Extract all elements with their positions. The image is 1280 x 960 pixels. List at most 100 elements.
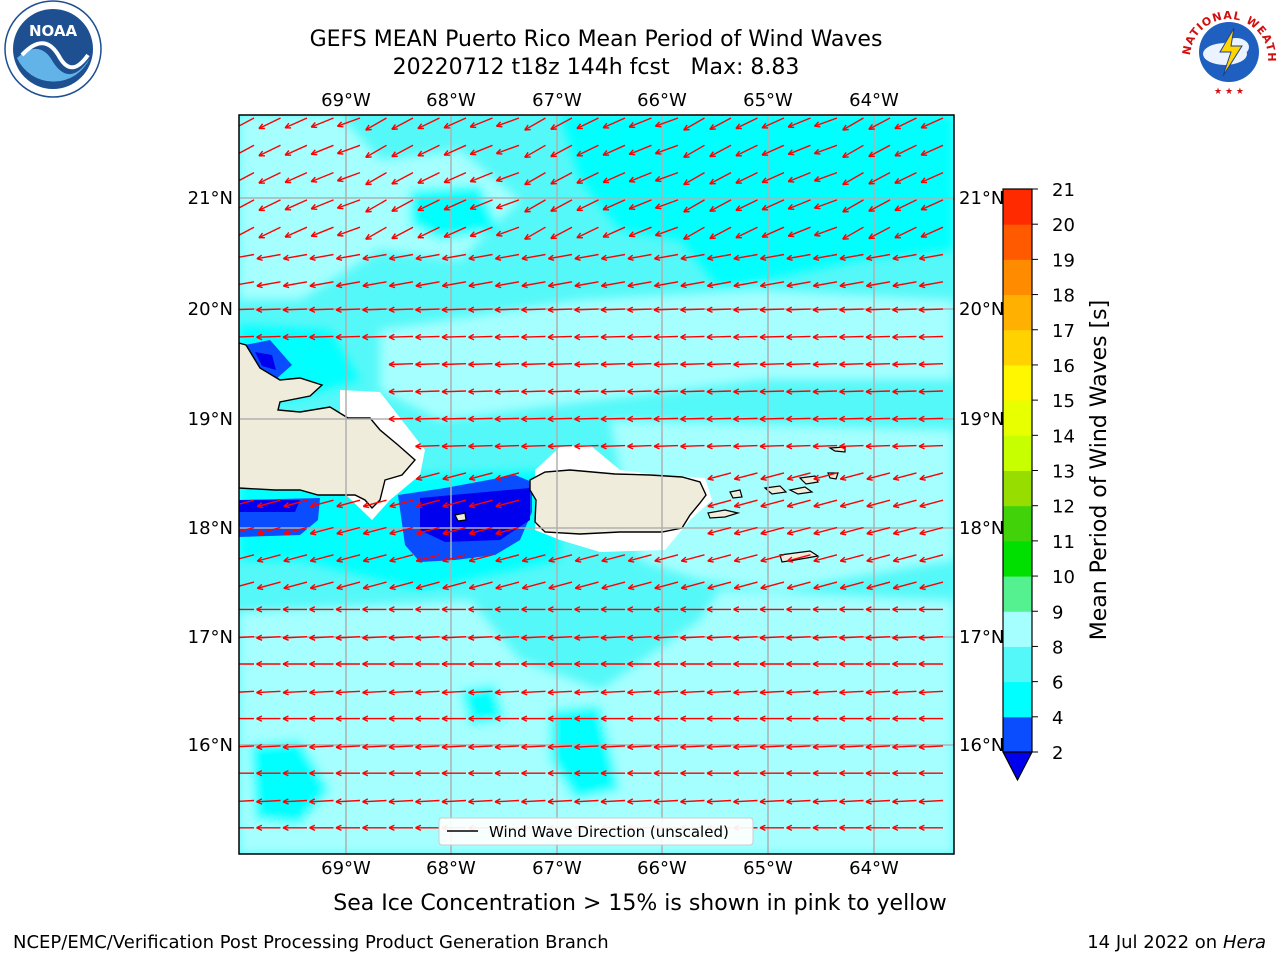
wave-arrow [388,417,414,420]
wave-arrow-head [786,660,793,665]
colorbar-tick-label: 11 [1052,532,1075,553]
wave-arrow [733,745,758,748]
wave-arrow-head [309,746,316,751]
wave-arrow [627,335,652,338]
wave-arrow [839,745,864,748]
wave-arrow [627,444,652,448]
wave-arrow-head [839,336,846,341]
wave-arrow [734,554,758,562]
colorbar-segment [1003,364,1032,401]
wave-arrow-head [441,336,448,341]
wave-arrow [468,253,493,260]
wave-arrow [892,253,917,260]
wave-arrow [868,171,891,185]
wave-arrow-head [256,501,263,507]
wave-arrow [653,308,679,311]
wave-arrow [919,499,944,508]
wave-arrow-head [362,556,369,562]
wave-arrow [574,253,599,260]
wave-arrow-head [600,769,607,774]
wave-arrow [866,472,891,480]
wave-arrow-head [653,691,660,696]
wave-arrow-head [892,391,899,395]
wave-arrow-head [574,285,581,289]
wave-arrow-head [547,663,554,668]
wave-arrow [574,444,599,448]
wave-arrow-head [600,743,607,748]
wave-arrow [654,581,679,589]
wave-arrow-head [866,285,873,289]
wave-arrow-head [415,824,422,829]
wave-arrow-head [336,560,343,563]
wave-arrow-head [574,281,581,287]
wave-arrow-head [310,203,316,210]
wave-arrow [786,444,811,448]
wave-arrow [309,745,334,748]
wave-arrow [362,308,387,311]
wave-arrow-head [627,333,634,338]
wave-arrow-head [601,560,608,563]
wave-arrow [786,335,811,338]
wave-arrow-head [521,772,528,777]
wave-arrow-head [495,556,501,562]
wave-arrow-head [839,743,846,748]
wave-arrow [469,472,493,480]
wave-arrow-head [389,560,396,563]
wave-arrow-head [282,660,289,665]
wave-arrow-head [362,798,369,803]
wave-arrow-head [441,388,448,393]
wave-arrow [840,581,864,589]
wave-arrow-head [733,363,740,368]
wave-arrow [707,253,732,260]
wave-arrow-head [680,689,687,694]
wave-arrow [600,335,626,338]
wave-arrow-head [680,363,687,368]
wave-arrow-head [840,505,847,509]
wave-arrow [920,226,944,238]
wave-arrow-head [415,583,422,589]
wave-arrow [653,690,679,694]
wave-arrow [494,444,520,448]
wave-arrow [239,226,255,236]
wave-arrow-head [600,691,607,696]
wave-arrow-head [865,660,872,665]
wave-arrow-head [813,505,820,509]
wave-arrow-head [759,746,766,751]
wave-arrow-head [918,798,925,803]
wave-arrow-head [866,258,873,261]
wave-arrow [840,472,864,480]
wave-arrow-head [600,415,607,420]
wave-arrow [336,499,361,508]
wave-arrow [362,335,387,338]
wave-arrow-head [680,608,687,613]
wave-arrow-head [574,801,581,805]
wave-arrow-head [547,363,554,368]
wave-arrow-head [363,505,370,509]
wave-arrow-head [415,691,422,696]
wave-arrow-head [391,205,396,212]
colorbar-tick-label: 16 [1052,356,1075,377]
wave-arrow [239,335,255,338]
wave-arrow-head [680,418,687,423]
wave-arrow-head [868,123,873,130]
wave-arrow [521,745,546,748]
wave-arrow-head [441,769,448,774]
wave-arrow [548,253,573,260]
wave-arrow-head [441,798,448,803]
wave-arrow-head [258,123,264,129]
wave-arrow-head [388,743,395,748]
wave-arrow-head [839,388,846,393]
wave-arrow-head [230,828,235,831]
wave-arrow [733,253,758,260]
wave-arrow-head [548,556,554,562]
wave-arrow-head [627,637,634,641]
wave-arrow-head [733,717,740,722]
wave-arrow-head [309,583,316,589]
wave-arrow-head [683,179,688,185]
wave-arrow [363,581,387,589]
wave-arrow-head [919,505,926,509]
wave-arrow-head [759,388,766,393]
lon-label-top: 69°W [321,90,371,111]
wave-arrow-head [627,418,634,423]
wave-arrow-head [230,259,236,261]
